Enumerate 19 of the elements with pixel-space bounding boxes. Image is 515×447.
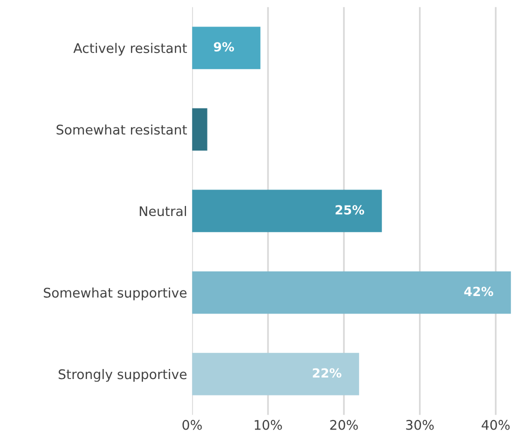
y-tick-label: Strongly supportive xyxy=(58,369,187,382)
bar xyxy=(192,190,382,232)
data-label: 42% xyxy=(464,286,494,296)
x-tick-label: 0% xyxy=(182,420,202,430)
bar xyxy=(192,108,208,151)
y-tick-label: Somewhat supportive xyxy=(44,288,187,300)
x-tick-label: 10% xyxy=(254,420,282,430)
x-tick-label: 40% xyxy=(482,420,510,430)
bar xyxy=(192,271,511,314)
y-tick-label: Neutral xyxy=(140,206,186,216)
x-tick-label: 30% xyxy=(406,420,434,430)
data-label: 9% xyxy=(214,42,234,52)
data-label: 22% xyxy=(312,368,342,378)
bar xyxy=(192,352,360,396)
y-tick-label: Actively resistant xyxy=(73,42,187,56)
x-tick-label: 20% xyxy=(330,420,358,430)
y-tick-label: Somewhat resistant xyxy=(56,124,187,135)
bar xyxy=(192,26,260,70)
data-label: 25% xyxy=(336,205,364,215)
